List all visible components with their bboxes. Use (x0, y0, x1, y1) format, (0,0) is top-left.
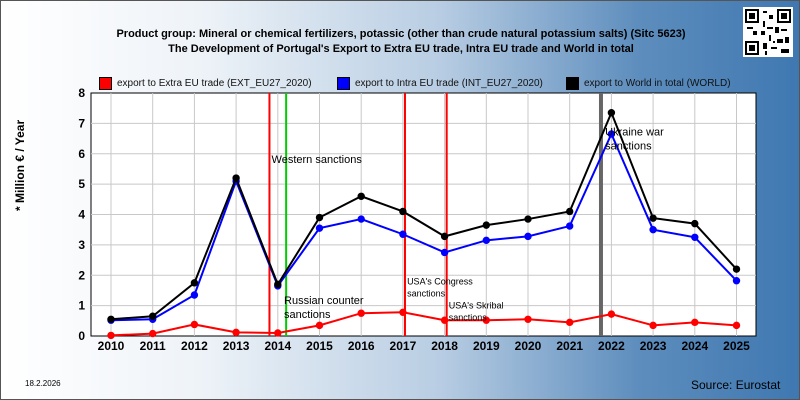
legend-swatch-black (566, 77, 579, 90)
series-point-1 (566, 222, 574, 230)
legend-swatch-red (99, 77, 112, 90)
series-point-1 (315, 224, 324, 232)
annotation-label: USA's Skribal (449, 301, 504, 311)
y-tick-label: 8 (78, 86, 85, 100)
legend-label-world: export to World in total (WORLD) (584, 78, 731, 89)
date-stamp: 18.2.2026 (25, 379, 61, 388)
series-point-0 (732, 321, 741, 330)
x-tick-label: 2022 (598, 339, 625, 353)
y-tick-label: 0 (78, 329, 85, 343)
annotation-label: sanctions (605, 141, 652, 153)
series-point-0 (440, 316, 449, 324)
series-point-0 (649, 321, 657, 330)
series-point-2 (691, 219, 699, 228)
series-point-2 (524, 215, 532, 223)
x-tick-label: 2024 (681, 339, 708, 353)
source-label: Source: Eurostat (691, 378, 781, 392)
series-point-2 (482, 221, 490, 229)
series-line-0 (110, 311, 737, 337)
series-point-2 (399, 207, 407, 216)
y-tick-label: 7 (78, 116, 85, 130)
series-point-0 (524, 315, 532, 323)
series-point-0 (315, 321, 324, 330)
series-point-0 (190, 320, 199, 329)
qr-code-icon (743, 7, 793, 57)
series-point-2 (649, 214, 657, 222)
x-tick-label: 2017 (390, 339, 417, 353)
series-point-0 (149, 329, 157, 338)
x-tick-label: 2019 (473, 339, 500, 353)
series-point-2 (732, 265, 741, 273)
series-point-1 (357, 215, 365, 223)
y-tick-label: 4 (78, 208, 85, 222)
series-point-1 (482, 236, 490, 245)
x-tick-label: 2013 (223, 339, 250, 353)
x-tick-label: 2014 (264, 339, 291, 353)
series-point-1 (649, 225, 657, 234)
y-tick-label: 6 (78, 147, 85, 161)
series-point-1 (732, 277, 741, 285)
annotation-label: Russian counter (284, 295, 364, 307)
x-tick-label: 2021 (556, 339, 583, 353)
series-point-1 (607, 130, 616, 138)
legend-swatch-blue (337, 77, 350, 90)
series-point-0 (691, 318, 699, 327)
series-point-2 (190, 279, 199, 287)
series-point-1 (190, 291, 199, 299)
series-point-0 (274, 329, 282, 337)
x-tick-label: 2018 (431, 339, 458, 353)
series-point-0 (566, 318, 574, 327)
series-point-2 (149, 312, 157, 320)
x-tick-label: 2023 (640, 339, 667, 353)
y-tick-label: 3 (78, 238, 85, 252)
series-point-0 (232, 328, 240, 337)
series-point-0 (399, 308, 407, 317)
y-tick-label: 2 (78, 268, 85, 282)
legend-label-extra-eu: export to Extra EU trade (EXT_EU27_2020) (117, 78, 312, 89)
annotation-label: sanctions (284, 309, 331, 321)
series-line-1 (110, 131, 738, 322)
series-point-2 (440, 232, 449, 241)
series-point-0 (482, 316, 490, 324)
chart-title-line2: The Development of Portugal's Export to … (168, 43, 634, 55)
series-point-2 (357, 192, 365, 200)
series-point-0 (107, 331, 115, 340)
series-point-0 (357, 309, 365, 317)
chart-title-line1: Product group: Mineral or chemical ferti… (116, 28, 686, 40)
x-tick-label: 2016 (348, 339, 375, 353)
x-tick-label: 2025 (723, 339, 750, 353)
series-point-1 (524, 232, 532, 241)
series-point-1 (691, 233, 699, 241)
annotation-label: sanctions (407, 288, 446, 298)
series-point-2 (232, 174, 240, 182)
annotation-label: USA's Congress (407, 276, 473, 286)
legend-item-extra-eu: export to Extra EU trade (EXT_EU27_2020) (99, 77, 312, 90)
series-line-2 (110, 110, 738, 321)
y-tick-label: 5 (78, 177, 85, 191)
series-point-0 (607, 310, 616, 318)
x-tick-label: 2020 (515, 339, 542, 353)
legend-label-intra-eu: export to Intra EU trade (INT_EU27_2020) (355, 78, 543, 89)
series-point-2 (607, 109, 616, 117)
annotation-label: Western sanctions (272, 154, 363, 166)
series-point-1 (440, 248, 449, 257)
legend-item-world: export to World in total (WORLD) (566, 77, 731, 90)
series-point-1 (399, 230, 407, 238)
series-point-2 (315, 213, 324, 222)
series-point-2 (274, 280, 282, 289)
x-tick-label: 2015 (306, 339, 333, 353)
annotation-label: Ukraine war (605, 127, 664, 139)
x-tick-label: 2011 (140, 339, 166, 353)
x-tick-label: 2012 (181, 339, 208, 353)
x-tick-label: 2010 (98, 339, 125, 353)
series-point-2 (566, 207, 574, 216)
y-axis-label: * Million € / Year (13, 119, 27, 211)
y-tick-label: 1 (78, 299, 85, 313)
legend-item-intra-eu: export to Intra EU trade (INT_EU27_2020) (337, 77, 543, 90)
series-point-2 (107, 315, 115, 323)
annotation-label: sanctions (449, 313, 488, 323)
